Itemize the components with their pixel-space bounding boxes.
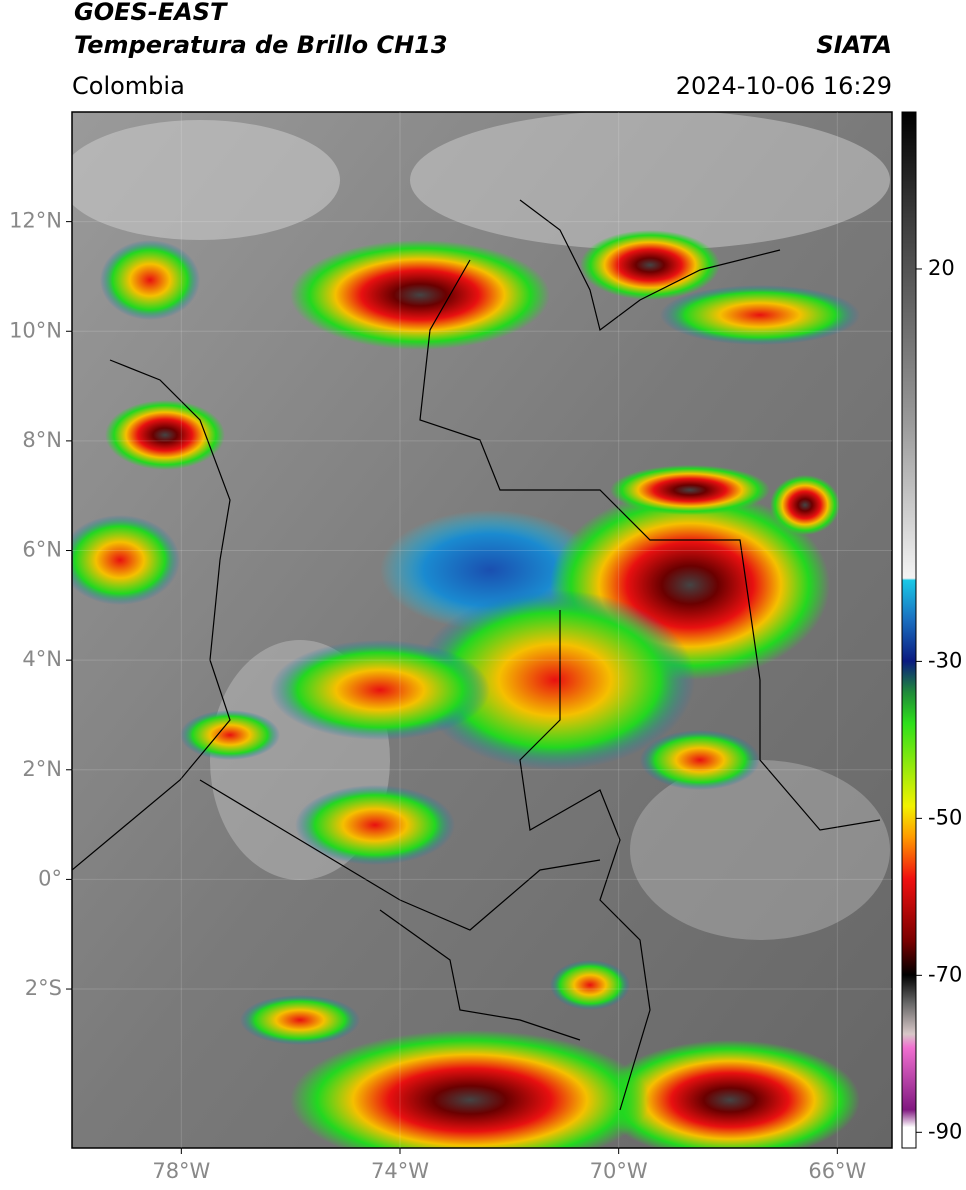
title: Temperatura de Brillo CH13	[74, 31, 448, 59]
lat-label: 10°N	[9, 318, 62, 342]
subtitle: Colombia	[72, 72, 185, 100]
lon-label: 66°W	[808, 1159, 866, 1183]
timestamp: 2024-10-06 16:29	[676, 72, 892, 100]
colorbar-label: -70	[928, 962, 962, 986]
lat-label: 4°N	[22, 647, 62, 671]
lon-label: 74°W	[371, 1159, 429, 1183]
lat-label: 12°N	[9, 209, 62, 233]
lon-label: 78°W	[152, 1159, 210, 1183]
lat-label: 2°S	[25, 976, 62, 1000]
colorbar-label: -30	[928, 648, 962, 672]
map-frame	[71, 111, 893, 1149]
title: GOES-EAST	[74, 0, 228, 26]
lat-label: 2°N	[22, 757, 62, 781]
lat-label: 8°N	[22, 428, 62, 452]
credit: SIATA	[816, 31, 892, 59]
colorbar-label: 20	[928, 256, 955, 280]
colorbar-label: -90	[928, 1119, 962, 1143]
lon-label: 70°W	[590, 1159, 648, 1183]
imagery	[72, 112, 892, 1148]
colorbar-label: -50	[928, 805, 962, 829]
lat-label: 0°	[38, 866, 62, 890]
lat-label: 6°N	[22, 538, 62, 562]
colorbar	[901, 111, 917, 1149]
